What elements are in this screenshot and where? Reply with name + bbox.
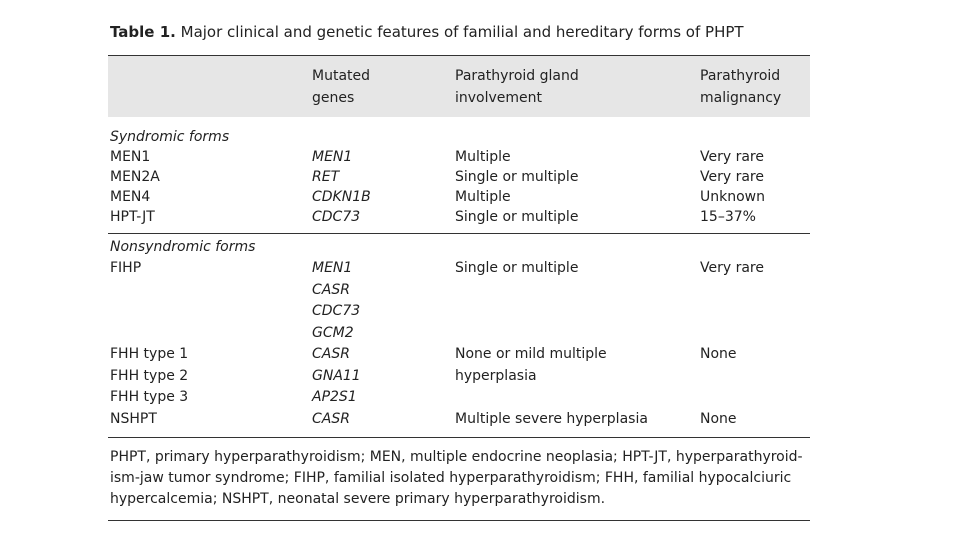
cell-genes: CASR (312, 281, 350, 298)
cell-malignancy: Very rare (700, 169, 764, 185)
cell-name: FHH type 3 (110, 389, 189, 405)
cell-name: FIHP (110, 260, 142, 276)
cell-malignancy: None (700, 410, 737, 427)
cell-gland: Multiple (455, 189, 511, 205)
cell-gland: hyperplasia (455, 367, 537, 384)
cell-genes: CDC73 (312, 209, 361, 225)
cell-genes: GCM2 (312, 324, 354, 341)
cell-name: MEN2A (110, 169, 160, 185)
cell-genes: CASR (312, 346, 350, 362)
cell-malignancy: Very rare (700, 260, 764, 276)
header-cell: Parathyroid gland (455, 68, 579, 84)
cell-genes: GNA11 (312, 367, 361, 384)
cell-name: MEN1 (110, 149, 151, 165)
cell-genes: AP2S1 (312, 389, 357, 405)
rule (108, 233, 810, 234)
cell-gland: Multiple severe hyperplasia (455, 410, 648, 427)
cell-genes: CDC73 (312, 303, 361, 319)
cell-gland: None or mild multiple (455, 346, 607, 362)
header-cell: Mutated (312, 68, 371, 84)
cell-malignancy: Very rare (700, 149, 764, 165)
cell-name: MEN4 (110, 189, 151, 205)
header-cell: involvement (455, 90, 543, 106)
cell-genes: CDKN1B (312, 189, 371, 205)
caption-title: Major clinical and genetic features of f… (180, 23, 744, 41)
cell-genes: CASR (312, 410, 350, 427)
caption: Table 1. Major clinical and genetic feat… (110, 24, 744, 40)
section-title: Nonsyndromic forms (110, 239, 256, 255)
cell-malignancy: Unknown (700, 189, 765, 205)
cell-genes: RET (312, 169, 340, 185)
cell-gland: Single or multiple (455, 169, 579, 185)
header-band (108, 56, 810, 117)
footnote-line: ism-jaw tumor syndrome; FIHP, familial i… (110, 470, 792, 486)
cell-malignancy: None (700, 346, 737, 362)
footnote-line: hypercalcemia; NSHPT, neonatal severe pr… (110, 491, 606, 507)
cell-name: NSHPT (110, 410, 157, 427)
header-cell: malignancy (700, 90, 782, 106)
cell-name: FHH type 1 (110, 346, 189, 362)
rule (108, 55, 810, 56)
header-cell: Parathyroid (700, 68, 781, 84)
caption-label: Table 1. (110, 23, 176, 41)
cell-gland: Multiple (455, 149, 511, 165)
cell-gland: Single or multiple (455, 209, 579, 225)
cell-name: FHH type 2 (110, 367, 189, 384)
cell-genes: MEN1 (312, 260, 353, 276)
cell-malignancy: 15–37% (700, 209, 756, 225)
header-cell: genes (312, 90, 355, 106)
cell-name: HPT-JT (110, 209, 155, 225)
cell-gland: Single or multiple (455, 260, 579, 276)
rule (108, 520, 810, 521)
cell-genes: MEN1 (312, 149, 353, 165)
section-title: Syndromic forms (110, 129, 230, 145)
rule (108, 437, 810, 438)
footnote-line: PHPT, primary hyperparathyroidism; MEN, … (110, 449, 803, 465)
